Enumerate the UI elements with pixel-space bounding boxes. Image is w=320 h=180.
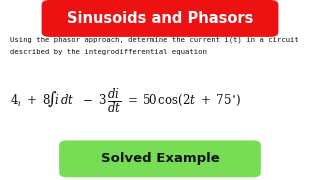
FancyBboxPatch shape [42, 0, 278, 37]
FancyBboxPatch shape [59, 140, 261, 177]
Text: Using the phasor approach, determine the current i(t) in a circuit: Using the phasor approach, determine the… [10, 37, 298, 43]
Text: described by the integrodifferential equation: described by the integrodifferential equ… [10, 49, 206, 55]
Text: $4_i\ +\ 8\!\int\! i\,dt\ \ -\ 3\,\dfrac{di}{dt}\ =\ 5\!0\,\cos\!\left(2t\ +\ 75: $4_i\ +\ 8\!\int\! i\,dt\ \ -\ 3\,\dfrac… [10, 87, 241, 115]
Text: Sinusoids and Phasors: Sinusoids and Phasors [67, 11, 253, 26]
Text: Solved Example: Solved Example [100, 152, 220, 165]
